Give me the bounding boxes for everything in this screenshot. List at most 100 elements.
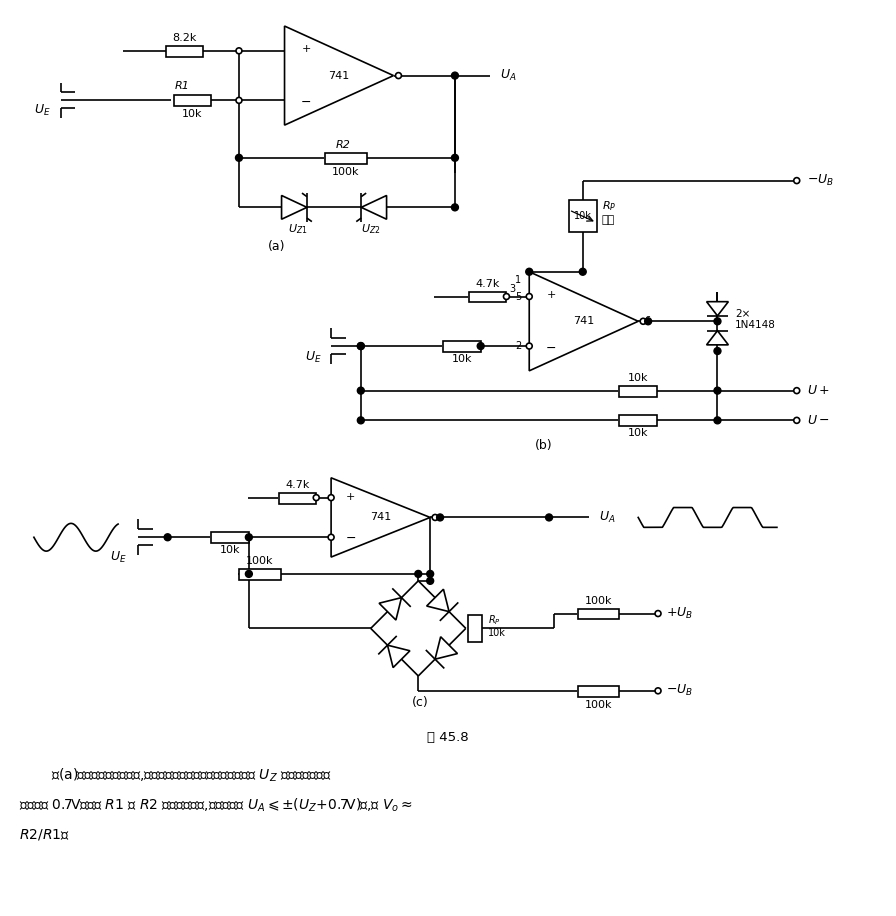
Circle shape — [794, 418, 800, 423]
Circle shape — [236, 155, 243, 161]
Circle shape — [426, 577, 434, 584]
Bar — [578, 608, 619, 619]
Polygon shape — [332, 478, 430, 557]
Text: 100k: 100k — [332, 167, 359, 177]
Text: 10k: 10k — [487, 628, 505, 638]
Text: −: − — [346, 532, 357, 545]
Circle shape — [358, 343, 365, 350]
Circle shape — [358, 343, 365, 350]
Bar — [578, 686, 619, 697]
Circle shape — [246, 571, 253, 577]
Circle shape — [526, 344, 532, 349]
Circle shape — [328, 495, 334, 501]
Text: +: + — [547, 289, 556, 300]
Circle shape — [714, 347, 721, 354]
Text: (c): (c) — [412, 696, 428, 709]
Text: 10k: 10k — [220, 545, 240, 555]
Polygon shape — [435, 637, 458, 660]
Text: R1: R1 — [175, 82, 189, 92]
Text: 741: 741 — [329, 71, 349, 81]
Circle shape — [236, 97, 242, 104]
Circle shape — [641, 319, 646, 324]
Text: 图 45.8: 图 45.8 — [427, 731, 469, 744]
Circle shape — [504, 293, 510, 300]
Text: $-U_B$: $-U_B$ — [806, 173, 833, 188]
Text: (a): (a) — [268, 241, 285, 254]
Circle shape — [236, 48, 242, 54]
Text: +: + — [302, 44, 311, 54]
Circle shape — [794, 178, 800, 183]
Text: 1: 1 — [515, 275, 521, 285]
Text: 正向压降 0.7V。电阻 $R1$ 和 $R2$ 决定放大系数,当输出电压 $U_A$$\leqslant$$\pm$($U_Z$+0.7V)时,为 $V_o$: 正向压降 0.7V。电阻 $R1$ 和 $R2$ 决定放大系数,当输出电压 $U… — [19, 797, 413, 814]
Text: 4.7k: 4.7k — [476, 278, 500, 289]
Polygon shape — [707, 301, 728, 316]
Circle shape — [714, 387, 721, 394]
Text: 8.2k: 8.2k — [172, 33, 196, 43]
Text: 741: 741 — [370, 512, 392, 522]
Circle shape — [478, 343, 484, 350]
Text: 6: 6 — [644, 316, 650, 326]
Bar — [569, 201, 597, 232]
Circle shape — [314, 495, 319, 501]
Bar — [279, 493, 316, 504]
Text: 5: 5 — [515, 291, 521, 301]
Text: $U_E$: $U_E$ — [305, 351, 322, 365]
Text: $U_{Z2}$: $U_{Z2}$ — [361, 223, 381, 236]
Text: 10k: 10k — [573, 212, 591, 222]
Circle shape — [358, 387, 365, 394]
Text: 4.7k: 4.7k — [285, 480, 310, 490]
Text: 100k: 100k — [246, 556, 273, 566]
Bar — [469, 291, 506, 302]
Text: 10k: 10k — [628, 373, 649, 383]
Circle shape — [395, 72, 401, 79]
Text: $+U_B$: $+U_B$ — [666, 606, 693, 621]
Text: 3: 3 — [509, 284, 515, 294]
Bar — [211, 532, 249, 543]
Circle shape — [644, 318, 651, 325]
Text: 100k: 100k — [585, 700, 612, 710]
Circle shape — [432, 515, 438, 520]
Circle shape — [580, 268, 586, 275]
Polygon shape — [707, 331, 728, 344]
Circle shape — [436, 514, 444, 521]
Polygon shape — [530, 272, 638, 371]
Circle shape — [714, 417, 721, 424]
Text: $R2$/$R1$。: $R2$/$R1$。 — [19, 826, 70, 842]
Circle shape — [526, 293, 532, 300]
Text: 741: 741 — [573, 316, 594, 326]
Circle shape — [426, 571, 434, 577]
Text: R2: R2 — [336, 140, 351, 150]
Bar — [619, 415, 657, 426]
Text: 2×
1N4148: 2× 1N4148 — [736, 309, 776, 330]
Bar — [468, 615, 482, 642]
Polygon shape — [379, 597, 401, 620]
Bar — [166, 46, 203, 57]
Text: $U+$: $U+$ — [806, 384, 830, 398]
Text: (b): (b) — [535, 439, 553, 452]
Text: $U_{Z1}$: $U_{Z1}$ — [288, 223, 307, 236]
Text: 10k: 10k — [182, 109, 202, 119]
Circle shape — [415, 571, 422, 577]
Circle shape — [246, 534, 253, 540]
Text: $U-$: $U-$ — [806, 414, 830, 427]
Circle shape — [655, 611, 661, 616]
Text: $U_E$: $U_E$ — [34, 103, 51, 118]
Text: 2: 2 — [515, 341, 521, 351]
Text: $U_A$: $U_A$ — [499, 68, 516, 83]
Circle shape — [452, 72, 459, 79]
Circle shape — [794, 387, 800, 394]
Polygon shape — [426, 589, 449, 612]
Polygon shape — [387, 645, 409, 668]
Polygon shape — [361, 195, 386, 219]
Circle shape — [526, 268, 533, 275]
Text: $R_P$: $R_P$ — [601, 200, 616, 213]
Polygon shape — [281, 195, 307, 219]
Bar — [325, 153, 366, 164]
Circle shape — [452, 155, 459, 161]
Polygon shape — [285, 26, 393, 125]
Circle shape — [164, 534, 171, 540]
Text: +: + — [346, 492, 356, 502]
Bar — [443, 341, 480, 352]
Circle shape — [655, 688, 661, 693]
Text: $U_A$: $U_A$ — [599, 510, 616, 525]
